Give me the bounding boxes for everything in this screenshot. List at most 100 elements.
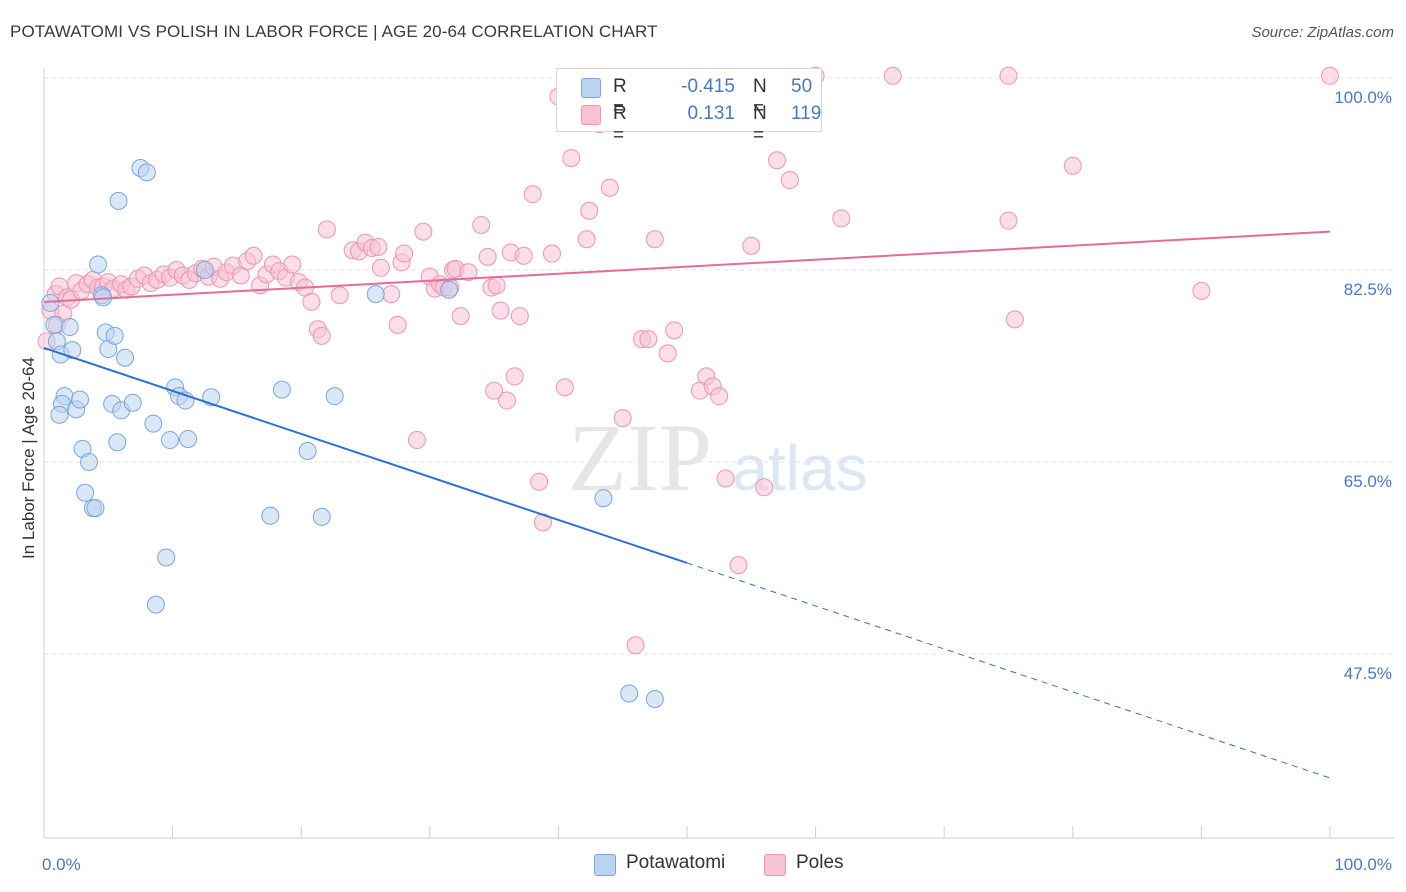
potawatomi-point [86,499,105,518]
potawatomi-point [594,489,613,508]
poles-point [665,321,684,340]
potawatomi-point [105,326,124,345]
y-tick-label: 47.5% [1344,664,1392,683]
poles-point [999,66,1018,85]
poles-point [382,285,401,304]
poles-point [407,431,426,450]
poles-point [1321,66,1339,85]
poles-point [580,201,599,220]
poles-point [1063,156,1082,175]
potawatomi-point [195,261,214,279]
legend-swatch-blue [581,78,601,98]
poles-point [395,244,414,263]
legend-r-value: -0.415 [681,76,735,97]
poles-point [883,66,902,85]
poles-point [371,258,390,277]
x-tick-label: 100.0% [1334,855,1392,874]
poles-point [613,409,632,428]
poles-point [330,286,349,305]
potawatomi-point [161,431,180,450]
poles-point [312,326,331,345]
poles-point [317,220,336,239]
poles-point [780,171,799,190]
poles-point [523,185,542,204]
poles-point [491,301,510,320]
poles-point [1005,310,1024,329]
poles-point [497,391,516,410]
correlation-legend: R = -0.415 N = 50 R = 0.131 N = 119 [556,68,822,146]
bottom-legend-label: Poles [796,852,844,873]
poles-point [472,216,491,235]
poles-point [414,222,433,241]
legend-n-value: 119 [791,103,822,124]
poles-point [755,478,774,497]
potawatomi-trend-extension [686,562,1331,779]
potawatomi-point [41,293,60,312]
y-tick-label: 100.0% [1334,88,1392,107]
potawatomi-point [312,507,331,526]
legend-r-value: 0.131 [687,103,735,124]
gridlines [44,77,1394,655]
y-axis-label: In Labor Force | Age 20-64 [19,357,38,559]
poles-point [600,178,619,197]
poles-point [514,246,533,265]
poles-point [388,315,407,334]
potawatomi-point [146,595,165,614]
series-potawatomi-points [41,158,664,708]
potawatomi-point [50,405,69,424]
poles-point [487,276,506,295]
poles-point [478,247,497,266]
potawatomi-point [179,429,198,448]
series-poles-points [37,66,1339,655]
potawatomi-point [440,280,459,299]
poles-point [577,230,596,249]
legend-n-label: N = [753,76,767,119]
legend-r-label: R = [613,103,627,146]
potawatomi-point [144,414,163,433]
poles-point [639,330,658,349]
poles-point [369,237,388,256]
potawatomi-point [325,387,344,406]
poles-point [562,149,581,168]
potawatomi-point [620,684,639,703]
legend-r-label: R = [613,76,627,119]
potawatomi-point [76,483,95,502]
potawatomi-point [80,453,99,471]
poles-point [626,636,645,655]
potawatomi-point [157,548,176,567]
potawatomi-point [60,318,79,337]
poles-point [716,469,735,488]
potawatomi-point [272,380,291,399]
poles-point [283,255,302,274]
poles-point [459,263,478,282]
potawatomi-point [137,163,156,182]
poles-point [768,151,787,170]
watermark: ZIP atlas [568,404,868,511]
poles-point [244,246,263,265]
chart-title: POTAWATOMI VS POLISH IN LABOR FORCE | AG… [10,22,658,41]
potawatomi-point [366,285,385,304]
poles-point [485,381,504,400]
axes [43,68,1394,839]
potawatomi-point [45,315,64,334]
poles-point [530,472,549,491]
poles-point [555,378,574,397]
legend-n-label: N = [753,103,767,146]
bottom-legend-label: Potawatomi [626,852,726,873]
potawatomi-point [109,191,128,210]
poles-trend-line [43,230,1331,303]
potawatomi-trend-line [43,346,688,564]
poles-point [302,292,321,311]
bottom-legend-swatch-blue [594,854,616,876]
y-tick-label: 65.0% [1344,472,1392,491]
watermark-zip: ZIP [568,404,712,511]
poles-point [658,344,677,363]
poles-point [451,307,470,326]
poles-point [742,236,761,255]
tick-labels: 100.0% 82.5% 65.0% 47.5% 0.0% 100.0% [42,88,1392,874]
source-text: Source: ZipAtlas.com [1251,24,1394,41]
potawatomi-point [71,390,90,409]
poles-point [729,556,748,575]
poles-point [510,307,529,326]
